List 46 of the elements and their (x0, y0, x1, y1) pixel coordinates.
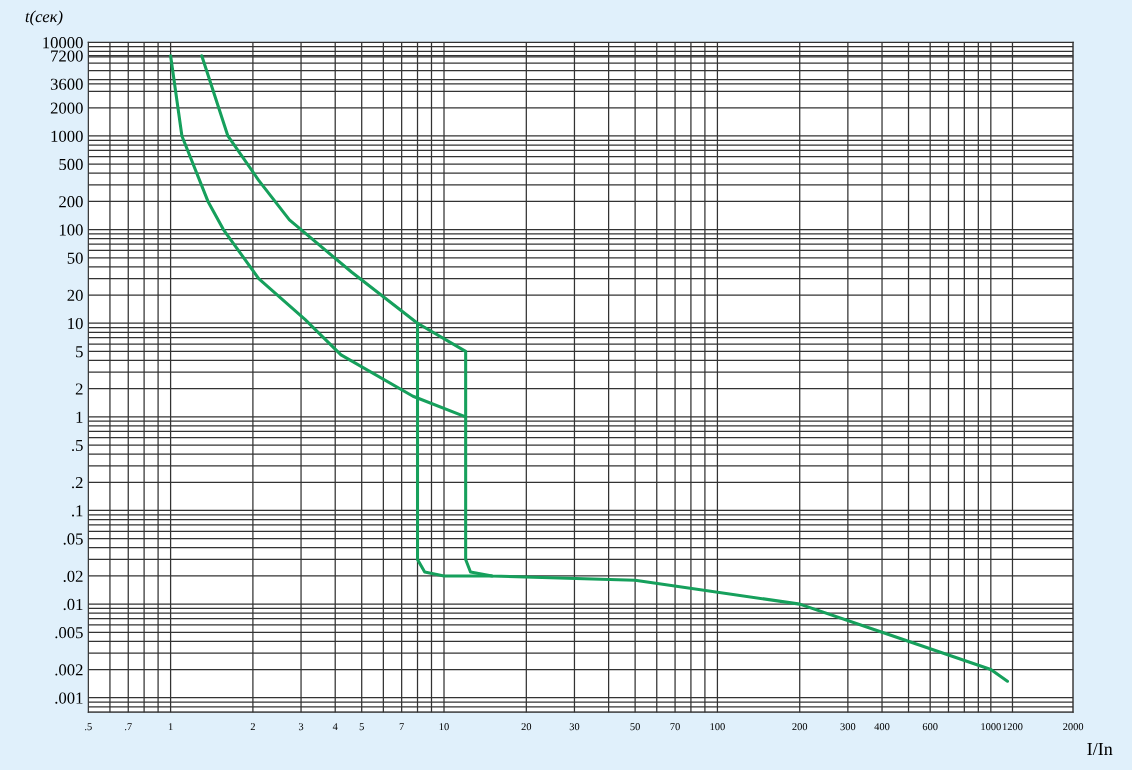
x-tick-label: 400 (874, 723, 890, 731)
y-tick-label: 3600 (50, 78, 83, 90)
y-tick-label: 20 (67, 289, 83, 301)
y-tick-label: .01 (63, 598, 83, 611)
x-tick-label: 2 (250, 723, 255, 731)
x-tick-label: 7 (399, 723, 404, 731)
y-tick-label: 5 (76, 346, 83, 358)
y-tick-label: .001 (55, 692, 83, 704)
x-tick-label: 300 (840, 723, 856, 731)
y-tick-label: .5 (72, 439, 83, 452)
y-axis-title: t(сек) (25, 10, 63, 26)
x-tick-label: 200 (792, 723, 808, 731)
y-tick-label: .005 (55, 627, 83, 639)
x-axis-title: I/In (1087, 743, 1113, 756)
x-tick-label: 1200 (1002, 723, 1023, 731)
x-tick-label: 1000 (981, 723, 1001, 731)
x-tick-label: 600 (922, 723, 938, 731)
x-tick-label: 50 (630, 723, 640, 731)
x-tick-label: .5 (85, 723, 92, 731)
y-tick-label: 1 (76, 411, 83, 423)
y-tick-label: 10000 (43, 37, 83, 49)
x-tick-label: 10 (439, 723, 449, 731)
y-tick-label: .1 (72, 505, 83, 517)
x-tick-label: 2000 (1063, 723, 1084, 731)
y-tick-label: 7200 (51, 50, 83, 62)
x-tick-label: 1 (168, 723, 173, 731)
x-tick-label: 70 (670, 723, 680, 731)
y-tick-label: 200 (59, 196, 83, 208)
y-tick-label: .02 (63, 570, 83, 582)
y-tick-label: 2000 (50, 102, 83, 114)
x-tick-label: 3 (298, 723, 304, 731)
x-tick-label: 100 (710, 723, 725, 731)
y-tick-label: 2 (75, 383, 83, 395)
y-tick-label: .002 (55, 664, 83, 676)
x-tick-label: 30 (569, 723, 580, 731)
y-tick-label: 500 (59, 158, 83, 171)
y-tick-label: 50 (67, 252, 83, 264)
y-tick-label: 10 (68, 317, 83, 330)
x-tick-label: 4 (332, 723, 338, 731)
y-tick-label: 1000 (51, 130, 83, 142)
y-tick-label: .2 (72, 477, 83, 489)
x-tick-label: 5 (359, 723, 364, 731)
x-tick-label: 20 (521, 723, 532, 731)
y-tick-label: .05 (63, 533, 83, 545)
x-tick-label: .7 (125, 723, 132, 731)
y-tick-label: 100 (59, 224, 83, 236)
